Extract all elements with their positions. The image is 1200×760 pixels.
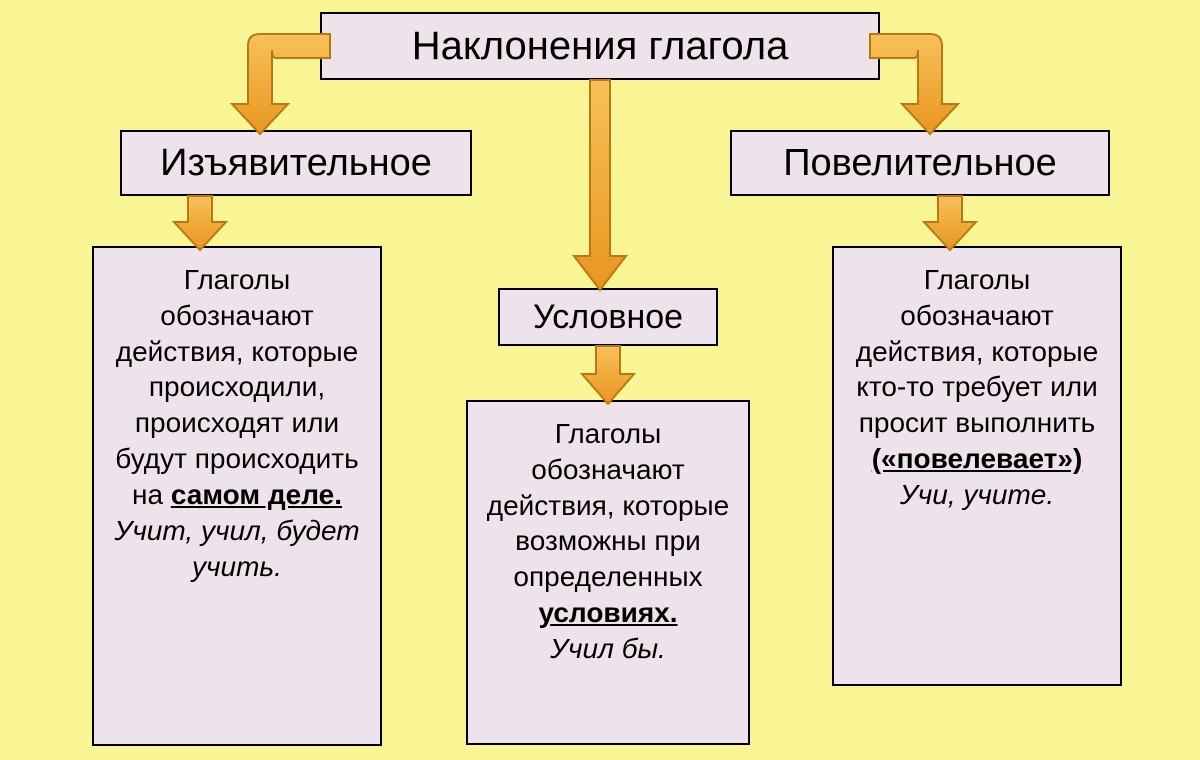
arrow-right-to-desc bbox=[924, 196, 976, 250]
arrow-title-to-right bbox=[870, 34, 958, 134]
arrow-title-to-left bbox=[232, 34, 330, 134]
arrow-left-to-desc bbox=[174, 196, 226, 250]
arrow-layer bbox=[0, 0, 1200, 760]
arrow-middle-to-desc bbox=[582, 346, 634, 404]
arrow-title-to-middle bbox=[574, 80, 626, 290]
